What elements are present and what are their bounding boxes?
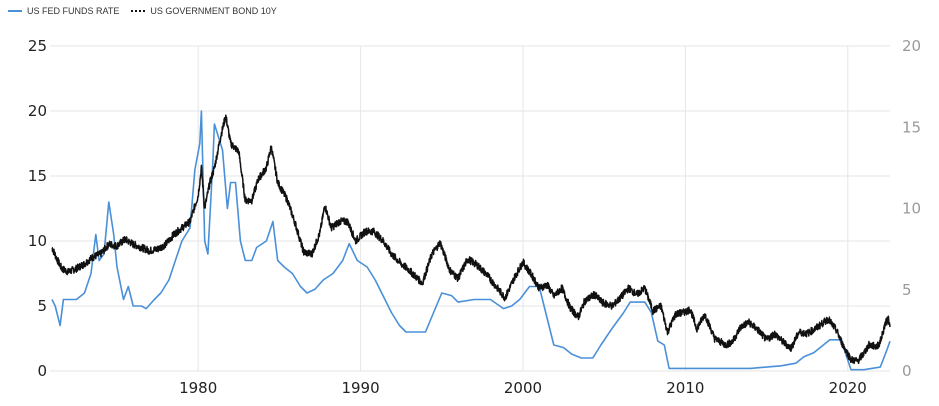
legend-label-bond-10y: US GOVERNMENT BOND 10Y (150, 6, 277, 16)
series-fed-funds (51, 110, 891, 371)
x-tick-label: 2000 (504, 379, 542, 397)
legend-item-fed-funds[interactable]: US FED FUNDS RATE (8, 6, 119, 16)
y-left-tick-label: 0 (37, 362, 47, 380)
series-bond-10y (51, 114, 891, 365)
x-tick-label: 2020 (829, 379, 867, 397)
grid-lines (50, 45, 890, 372)
y-left-tick-label: 20 (28, 102, 47, 120)
left-y-axis-ticks: 0 5 10 15 20 25 (28, 37, 47, 380)
y-right-tick-label: 20 (902, 37, 921, 55)
right-y-axis-ticks: 0 5 10 15 20 (902, 37, 921, 380)
bond-10y-line (51, 114, 891, 365)
x-tick-label: 1980 (179, 379, 217, 397)
y-right-tick-label: 15 (902, 118, 921, 136)
chart-legend: US FED FUNDS RATE US GOVERNMENT BOND 10Y (8, 6, 277, 16)
series-layer (51, 110, 891, 371)
y-right-tick-label: 10 (902, 200, 921, 218)
y-right-tick-label: 0 (902, 362, 912, 380)
x-tick-label: 2010 (666, 379, 704, 397)
x-axis-ticks: 1980 1990 2000 2010 2020 (179, 379, 867, 397)
legend-swatch-bond-10y (131, 10, 146, 12)
legend-swatch-fed-funds (8, 10, 22, 12)
y-left-tick-label: 25 (28, 37, 47, 55)
legend-item-bond-10y[interactable]: US GOVERNMENT BOND 10Y (131, 6, 277, 16)
y-left-tick-label: 15 (28, 167, 47, 185)
y-left-tick-label: 10 (28, 232, 47, 250)
fed-funds-line (51, 110, 891, 371)
x-tick-label: 1990 (341, 379, 379, 397)
y-left-tick-label: 5 (37, 297, 47, 315)
legend-label-fed-funds: US FED FUNDS RATE (27, 6, 120, 16)
y-right-tick-label: 5 (902, 281, 912, 299)
